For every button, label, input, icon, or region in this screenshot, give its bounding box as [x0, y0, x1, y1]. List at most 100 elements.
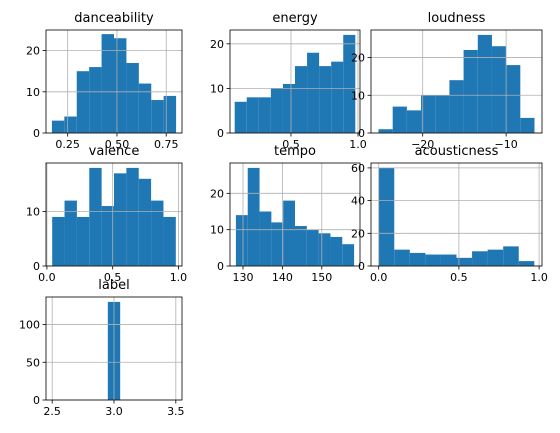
histogram-bar — [487, 249, 504, 266]
y-tick-label: 0 — [33, 127, 40, 140]
histogram-bar — [477, 34, 492, 133]
y-tick-label: 0 — [358, 127, 365, 140]
chart-title: tempo — [274, 144, 316, 159]
x-tick-label: 0.5 — [104, 271, 122, 284]
histogram-bar — [331, 61, 344, 134]
x-tick-label: 0.25 — [55, 138, 80, 151]
histogram-bar — [421, 95, 436, 133]
x-tick-label: 1.0 — [349, 138, 367, 151]
x-tick-label: 3.0 — [105, 405, 123, 418]
histogram-bar — [306, 229, 319, 266]
histogram-bar — [392, 106, 407, 133]
histogram-bar — [114, 38, 127, 133]
y-tick-label: 20 — [210, 38, 224, 51]
chart-title: loudness — [428, 11, 486, 26]
histogram-bar — [406, 110, 422, 133]
y-tick-label: 10 — [210, 82, 224, 95]
histogram-bar — [435, 95, 450, 133]
histogram-bar — [247, 167, 260, 266]
histogram-bar — [342, 244, 355, 266]
histogram-bar — [318, 233, 331, 266]
histogram-bar — [378, 129, 393, 133]
y-tick-label: 10 — [351, 89, 365, 102]
x-tick-label: −10 — [495, 138, 518, 151]
histogram-bar — [270, 88, 283, 133]
histogram-bar — [76, 216, 90, 266]
y-tick-label: 0 — [217, 127, 224, 140]
axes-frame — [370, 162, 543, 267]
y-tick-label: 20 — [351, 52, 365, 65]
y-tick-label: 0 — [217, 260, 224, 273]
y-tick-label: 10 — [26, 206, 40, 219]
x-tick-label: 130 — [233, 271, 254, 284]
histogram-bar — [463, 49, 478, 133]
panel-danceability: 0.25 0.50 0.75 0 10 20 danceability — [26, 11, 183, 151]
histogram-bar — [330, 236, 343, 266]
histogram-bar — [271, 222, 284, 266]
panel-acousticness: 0.0 0.5 1.0 0 20 40 60 acousticness — [351, 144, 548, 284]
chart-title: energy — [272, 11, 318, 26]
histogram-bar — [101, 206, 114, 266]
histogram-bar — [503, 246, 519, 266]
histogram-bar — [258, 97, 271, 133]
chart-title: label — [98, 278, 129, 293]
x-tick-label: 0.75 — [154, 138, 179, 151]
histogram-bar — [163, 216, 176, 266]
histogram-bar — [472, 251, 488, 266]
histogram-bar — [295, 226, 307, 266]
histogram-bar — [235, 215, 248, 266]
histogram-bar — [283, 200, 295, 266]
histogram-bar — [319, 66, 332, 133]
y-tick-label: 0 — [33, 260, 40, 273]
x-tick-label: 150 — [311, 271, 332, 284]
y-tick-label: 40 — [351, 195, 365, 208]
histogram-bar — [163, 95, 177, 133]
histogram-bar — [282, 83, 295, 133]
histogram-bar — [440, 254, 457, 266]
chart-title: danceability — [74, 11, 154, 26]
histogram-bar — [151, 100, 164, 133]
y-tick-label: 0 — [33, 394, 40, 407]
histogram-bar — [76, 71, 90, 133]
axes-frame — [45, 162, 183, 267]
histogram-bar — [101, 34, 114, 134]
y-tick-label: 60 — [351, 162, 365, 175]
y-tick-label: 10 — [26, 86, 40, 99]
histogram-bar — [138, 83, 152, 133]
histogram-bar — [409, 252, 426, 266]
histogram-bar — [234, 101, 247, 133]
histogram-bar — [51, 120, 65, 133]
histogram-bar — [259, 211, 272, 266]
histogram-bar — [506, 65, 521, 133]
histogram-bar — [89, 167, 102, 266]
chart-title: valence — [89, 144, 140, 159]
x-tick-label: 1.0 — [170, 271, 188, 284]
histogram-bar — [151, 200, 164, 266]
histogram-bar — [89, 67, 102, 133]
histogram-bar — [491, 46, 507, 133]
y-tick-label: 50 — [26, 356, 40, 369]
histogram-bar — [520, 117, 535, 133]
x-tick-label: 0.5 — [282, 138, 300, 151]
x-tick-label: 0.50 — [105, 138, 130, 151]
x-tick-label: 0.0 — [38, 271, 56, 284]
axes-frame — [229, 29, 361, 134]
histogram-bar — [52, 216, 65, 266]
histogram-bar — [518, 261, 535, 266]
panel-label: 2.5 3.0 3.5 0 50 100 label — [19, 278, 185, 418]
histogram-bar — [64, 200, 77, 266]
panel-tempo: 130 140 150 0 10 20 tempo — [210, 144, 361, 284]
x-tick-label: −20 — [411, 138, 434, 151]
histogram-bar — [126, 167, 139, 266]
x-tick-label: 1.0 — [530, 271, 548, 284]
histogram-bar — [343, 34, 356, 133]
y-tick-label: 20 — [351, 227, 365, 240]
x-tick-label: 2.5 — [43, 405, 61, 418]
histogram-bar — [456, 257, 473, 266]
histogram-bar — [378, 167, 395, 266]
chart-title: acousticness — [415, 144, 499, 159]
x-tick-label: 3.5 — [167, 405, 185, 418]
histogram-bar — [394, 249, 410, 266]
y-tick-label: 100 — [19, 319, 40, 332]
